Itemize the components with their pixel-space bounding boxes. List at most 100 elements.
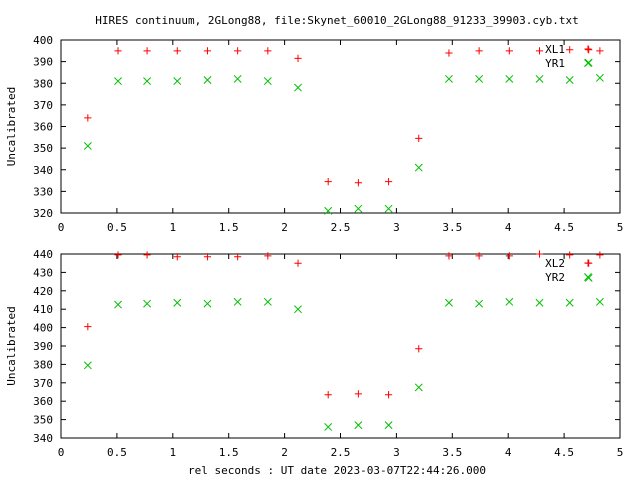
data-point xyxy=(324,423,333,431)
data-point xyxy=(585,46,593,54)
legend-marker xyxy=(584,45,592,53)
data-point xyxy=(475,47,483,55)
data-point xyxy=(143,77,152,86)
x-tick-label: 2.5 xyxy=(331,221,351,234)
data-point xyxy=(595,297,604,306)
data-point xyxy=(415,134,423,142)
x-tick-label: 2 xyxy=(281,446,288,459)
data-point xyxy=(354,390,362,398)
data-point xyxy=(234,47,242,55)
data-point xyxy=(84,114,92,122)
y-tick-label: 420 xyxy=(33,285,53,298)
x-tick-label: 4.5 xyxy=(554,446,574,459)
y-tick-label: 430 xyxy=(33,266,53,279)
x-tick-label: 1.5 xyxy=(219,446,239,459)
x-tick-label: 3.5 xyxy=(442,221,462,234)
data-point xyxy=(203,76,212,84)
series-XL2 xyxy=(84,250,604,399)
x-axis-label: rel seconds : UT date 2023-03-07T22:44:2… xyxy=(188,464,486,477)
y-tick-label: 360 xyxy=(33,395,53,408)
data-point xyxy=(173,77,182,86)
data-point xyxy=(143,47,151,55)
x-tick-label: 0 xyxy=(58,221,65,234)
data-point xyxy=(83,361,92,370)
data-point xyxy=(414,163,423,172)
data-point xyxy=(566,46,574,54)
data-point xyxy=(143,251,151,259)
x-tick-label: 4 xyxy=(505,221,512,234)
plot-frame xyxy=(60,253,621,439)
data-point xyxy=(505,74,514,83)
y-tick-label: 390 xyxy=(33,56,53,69)
plot-panel-1: 0 0.5 1 1.5 2 2.5 3 3.5 4 4.5 5 320 330 340 350 360 370 3… xyxy=(5,34,623,234)
data-point xyxy=(264,47,272,55)
y-tick-label: 350 xyxy=(33,414,53,427)
x-tick-label: 4 xyxy=(505,446,512,459)
series-YR2 xyxy=(83,273,604,431)
data-point xyxy=(415,345,423,353)
data-point xyxy=(233,297,242,306)
y-tick-label: 440 xyxy=(33,248,53,261)
data-point xyxy=(595,73,604,82)
data-point xyxy=(294,54,302,62)
legend-marker xyxy=(584,259,592,267)
y-tick-label: 370 xyxy=(33,377,53,390)
data-point xyxy=(263,77,272,86)
data-point xyxy=(384,391,393,399)
data-point xyxy=(114,300,122,309)
x-tick-label: 2 xyxy=(281,221,288,234)
y-tick-label: 400 xyxy=(33,322,53,335)
data-point xyxy=(324,391,332,399)
x-tick-label: 0 xyxy=(58,446,65,459)
data-point xyxy=(84,323,92,331)
x-tick-label: 3 xyxy=(393,446,400,459)
data-point xyxy=(565,76,574,84)
data-point xyxy=(114,251,122,259)
data-point xyxy=(505,297,514,306)
y-tick-label: 400 xyxy=(33,34,53,47)
y-tick-label: 410 xyxy=(33,303,53,316)
data-point xyxy=(173,47,181,55)
data-point xyxy=(203,299,212,308)
data-point xyxy=(444,298,453,307)
x-tick-label: 3 xyxy=(393,221,400,234)
legend-marker xyxy=(584,59,592,67)
data-point xyxy=(234,253,242,261)
x-tick-label: 0.5 xyxy=(107,221,127,234)
data-point xyxy=(596,47,604,55)
data-point xyxy=(294,305,302,314)
x-tick-label: 0.5 xyxy=(107,446,127,459)
data-point xyxy=(114,77,122,86)
data-point xyxy=(354,421,363,430)
data-point xyxy=(505,252,513,260)
data-point xyxy=(233,74,242,83)
x-tick-label: 5 xyxy=(617,221,624,234)
y-tick-label: 330 xyxy=(33,185,53,198)
data-point xyxy=(203,47,212,55)
data-point xyxy=(535,250,544,258)
data-point xyxy=(566,251,574,259)
data-point xyxy=(384,178,393,186)
x-tick-label: 5 xyxy=(617,446,624,459)
data-point xyxy=(535,74,544,83)
data-point xyxy=(114,47,122,55)
x-tick-label: 1.5 xyxy=(219,221,239,234)
data-point xyxy=(445,252,453,260)
y-tick-label: 350 xyxy=(33,142,53,155)
data-point xyxy=(414,383,423,392)
x-tick-label: 2.5 xyxy=(331,446,351,459)
data-point xyxy=(83,142,92,150)
data-point xyxy=(354,179,362,187)
y-axis-label: Uncalibrated xyxy=(5,306,18,385)
y-tick-label: 360 xyxy=(33,121,53,134)
data-point xyxy=(264,252,272,260)
legend-label: XL1 xyxy=(545,43,565,56)
plot-frame xyxy=(60,39,621,214)
x-tick-label: 1 xyxy=(169,446,176,459)
legend-label: XL2 xyxy=(545,257,565,270)
data-point xyxy=(203,253,212,261)
data-point xyxy=(475,74,484,83)
data-point xyxy=(324,178,332,186)
chart-title: HIRES continuum, 2GLong88, file:Skynet_6… xyxy=(95,14,578,27)
x-tick-label: 3.5 xyxy=(442,446,462,459)
